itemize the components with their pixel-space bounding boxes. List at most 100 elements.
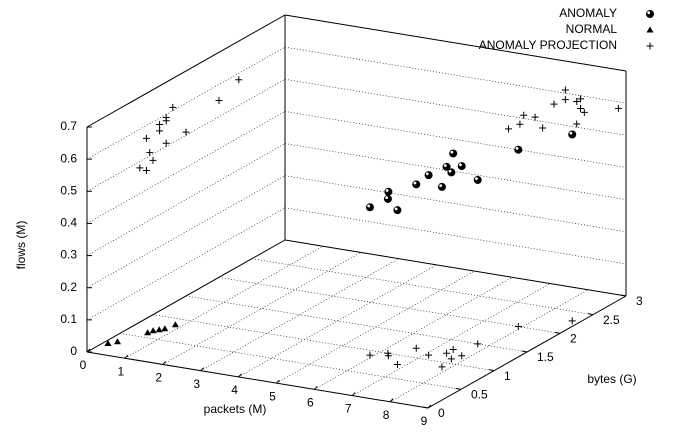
point: [142, 167, 150, 175]
point: [155, 326, 163, 333]
point: [577, 95, 585, 103]
grid-line: [185, 295, 528, 353]
x-axis-label: packets (M): [204, 402, 267, 416]
marker-highlight: [367, 204, 371, 208]
y-tick-label: 0: [438, 406, 445, 420]
marker-highlight: [385, 189, 389, 192]
point: [136, 164, 144, 172]
point: [182, 128, 190, 136]
marker-body: [568, 130, 577, 139]
point: [573, 97, 581, 105]
z-tick-label: 0.3: [60, 248, 77, 262]
marker-body: [539, 124, 547, 132]
grid-line: [314, 277, 513, 390]
marker-highlight: [385, 196, 389, 200]
point: [568, 130, 577, 139]
point: [447, 168, 456, 177]
marker-body: [447, 168, 456, 177]
x-tick-label: 2: [155, 371, 162, 385]
grid-line: [251, 258, 594, 315]
marker-body: [149, 327, 157, 334]
marker-body: [215, 97, 223, 105]
x-tick-label: 3: [193, 377, 200, 391]
grid-line: [352, 283, 551, 396]
y-tick-label: 3: [636, 294, 643, 308]
marker-body: [384, 187, 393, 196]
marker-body: [561, 86, 569, 94]
y-tick-label: 2.5: [603, 313, 620, 327]
z-tick-label: 0.4: [60, 216, 77, 230]
grid-line: [119, 333, 462, 390]
y-axis-label: bytes (G): [587, 372, 636, 386]
marker-body: [614, 104, 622, 112]
x-tick-label: 4: [231, 383, 238, 397]
marker-body: [443, 349, 451, 357]
tick-mark: [427, 404, 432, 409]
grid-line: [284, 78, 627, 136]
marker-body: [169, 103, 177, 111]
z-tick-label: 0.6: [60, 151, 77, 165]
marker-body: [531, 113, 539, 121]
marker-body: [457, 162, 466, 171]
grid-line: [162, 252, 361, 365]
grid-line: [389, 289, 589, 403]
legend-label: ANOMALY: [559, 6, 617, 20]
point: [235, 76, 243, 84]
point: [520, 111, 528, 119]
tick-mark: [86, 348, 91, 353]
marker-body: [514, 322, 522, 330]
point: [425, 351, 433, 359]
marker-highlight: [413, 181, 417, 185]
point: [473, 175, 482, 184]
point: [156, 121, 164, 129]
point: [646, 10, 654, 18]
grid-line: [276, 270, 475, 384]
tick-mark: [455, 387, 462, 390]
point: [614, 104, 622, 112]
point: [474, 340, 482, 348]
grid-line: [284, 46, 627, 104]
point: [505, 125, 513, 133]
point: [561, 96, 569, 104]
grid-line: [152, 314, 495, 371]
tick-mark: [554, 331, 561, 334]
tick-mark: [313, 385, 318, 390]
marker-body: [393, 360, 401, 368]
z-tick-label: 0.1: [60, 312, 77, 326]
y-tick-label: 0.5: [471, 388, 488, 402]
marker-body: [449, 346, 457, 354]
point: [457, 162, 466, 171]
x-tick-label: 7: [345, 402, 352, 416]
point: [365, 203, 374, 212]
marker-body: [162, 139, 170, 147]
marker-body: [505, 125, 513, 133]
point: [162, 114, 170, 122]
point: [550, 100, 558, 108]
marker-body: [161, 325, 169, 332]
marker-body: [577, 95, 585, 103]
point: [366, 351, 374, 359]
axis-line: [86, 351, 429, 409]
grid-line: [284, 175, 627, 233]
marker-highlight: [443, 164, 447, 167]
point: [443, 349, 451, 357]
marker-body: [473, 175, 482, 184]
marker-body: [449, 149, 458, 158]
marker-body: [561, 96, 569, 104]
marker-highlight: [394, 207, 398, 211]
marker-highlight: [515, 147, 519, 150]
marker-body: [142, 167, 150, 175]
point: [573, 120, 581, 128]
marker-body: [136, 164, 144, 172]
x-tick-label: 1: [118, 364, 125, 378]
marker-body: [412, 344, 420, 352]
tick-mark: [488, 369, 495, 372]
point: [412, 180, 421, 189]
point: [447, 355, 455, 363]
tick-mark: [389, 398, 394, 403]
tick-mark: [422, 406, 429, 409]
point: [114, 338, 122, 345]
point: [458, 352, 466, 360]
marker-body: [393, 206, 402, 215]
